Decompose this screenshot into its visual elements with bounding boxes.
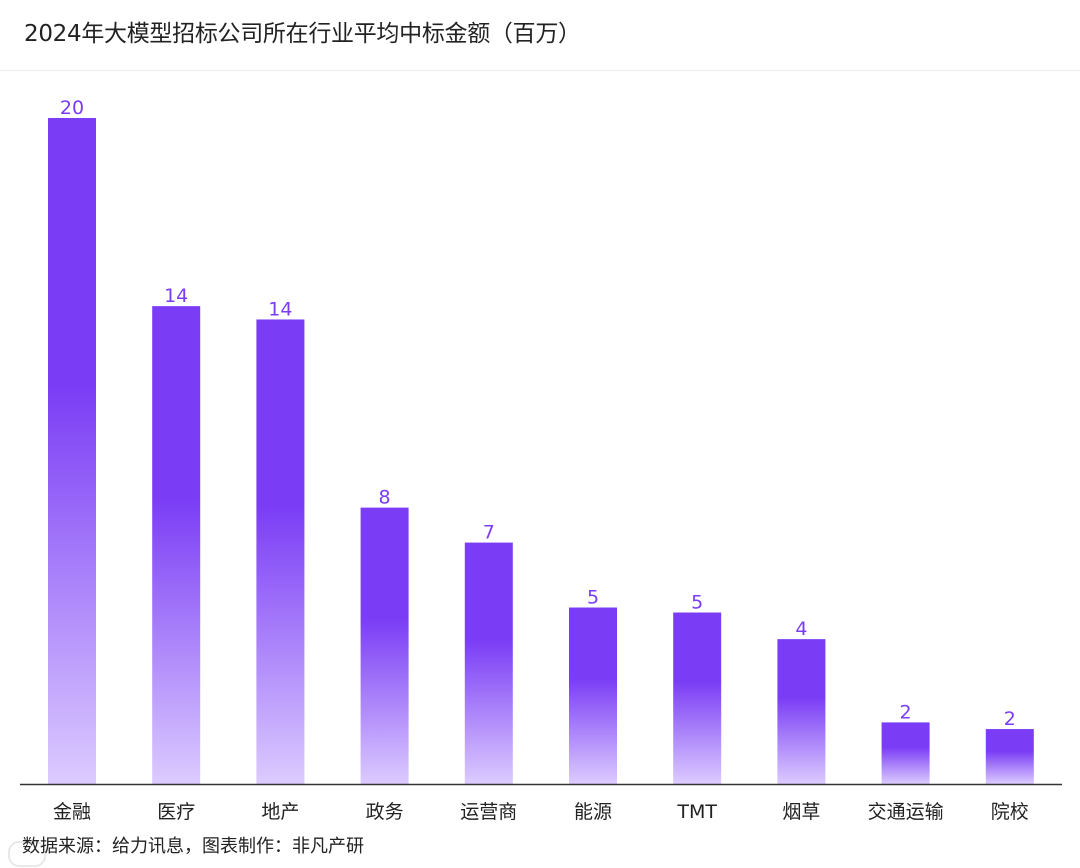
- value-label: 2: [900, 701, 912, 723]
- category-label: 交通运输: [868, 801, 944, 823]
- category-label: 医疗: [157, 801, 195, 823]
- bar-TMT: [673, 612, 722, 784]
- category-label: 地产: [261, 801, 299, 823]
- value-label: 2: [1004, 708, 1016, 730]
- category-label: TMT: [676, 801, 717, 823]
- category-label: 运营商: [460, 801, 517, 823]
- value-label: 14: [268, 298, 292, 320]
- bar-能源: [569, 607, 617, 784]
- chart-title: 2024年大模型招标公司所在行业平均中标金额（百万）: [24, 21, 581, 47]
- value-labels-group: 20 14 14 8 7 5 5 4 2 2: [60, 97, 1016, 730]
- title-divider: [0, 70, 1080, 71]
- category-labels-group: 金融 医疗 地产 政务 运营商 能源 TMT 烟草 交通运输 院校: [53, 801, 1029, 823]
- bar-地产: [256, 319, 305, 784]
- category-label: 烟草: [782, 801, 820, 823]
- bar-医疗: [152, 306, 201, 784]
- source-note: 数据来源：给力讯息，图表制作：非凡产研: [22, 836, 364, 857]
- value-label: 14: [164, 285, 188, 307]
- value-label: 7: [483, 522, 495, 544]
- category-label: 能源: [574, 801, 612, 823]
- bar-政务: [360, 507, 409, 784]
- bar-交通运输: [881, 722, 930, 784]
- bars-group: [48, 118, 1034, 784]
- bar-院校: [985, 729, 1034, 784]
- bar-运营商: [464, 542, 513, 784]
- value-label: 5: [587, 587, 599, 609]
- bar-金融: [48, 118, 96, 784]
- category-label: 政务: [366, 801, 404, 823]
- watermark-logo: [8, 841, 46, 867]
- value-label: 5: [691, 592, 703, 614]
- category-label: 院校: [991, 801, 1029, 823]
- value-label: 20: [60, 97, 84, 119]
- bar-烟草: [777, 639, 826, 784]
- value-label: 4: [795, 618, 807, 640]
- category-label: 金融: [53, 801, 91, 823]
- value-label: 8: [379, 487, 391, 509]
